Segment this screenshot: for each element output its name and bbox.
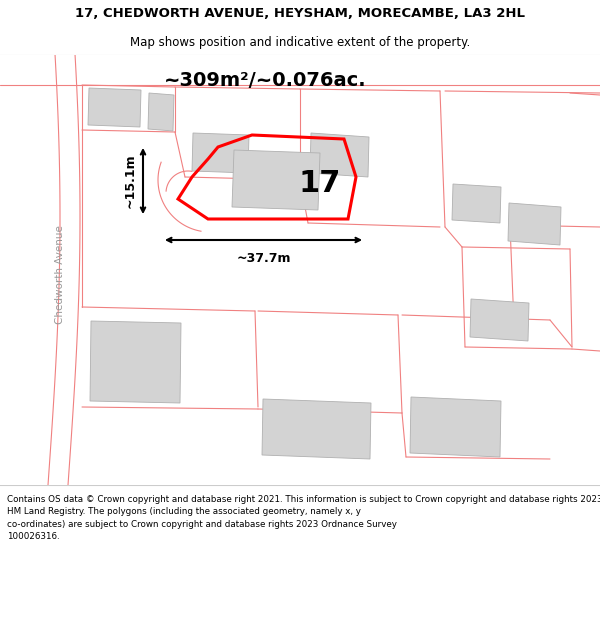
Polygon shape <box>192 133 249 173</box>
Text: ~37.7m: ~37.7m <box>236 252 291 265</box>
Text: ~309m²/~0.076ac.: ~309m²/~0.076ac. <box>164 71 367 89</box>
Polygon shape <box>470 299 529 341</box>
Text: Contains OS data © Crown copyright and database right 2021. This information is : Contains OS data © Crown copyright and d… <box>7 495 600 541</box>
Polygon shape <box>452 184 501 223</box>
Polygon shape <box>410 397 501 457</box>
Polygon shape <box>508 203 561 245</box>
Text: ~15.1m: ~15.1m <box>124 154 137 208</box>
Polygon shape <box>310 133 369 177</box>
Polygon shape <box>90 321 181 403</box>
Polygon shape <box>148 93 174 131</box>
Text: Map shows position and indicative extent of the property.: Map shows position and indicative extent… <box>130 36 470 49</box>
Text: 17, CHEDWORTH AVENUE, HEYSHAM, MORECAMBE, LA3 2HL: 17, CHEDWORTH AVENUE, HEYSHAM, MORECAMBE… <box>75 8 525 20</box>
Text: 17: 17 <box>299 169 341 198</box>
Polygon shape <box>232 150 320 210</box>
Text: Chedworth Avenue: Chedworth Avenue <box>55 226 65 324</box>
Polygon shape <box>262 399 371 459</box>
Polygon shape <box>88 88 141 127</box>
